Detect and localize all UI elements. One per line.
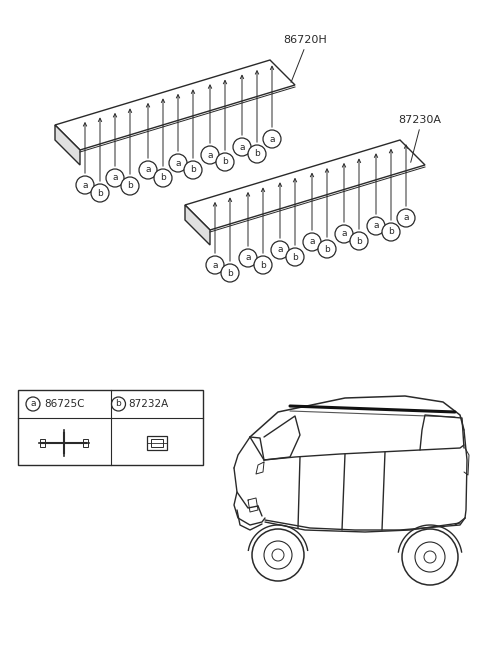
Text: a: a (175, 159, 181, 168)
Circle shape (139, 161, 157, 179)
Text: b: b (292, 252, 298, 261)
Circle shape (91, 184, 109, 202)
Text: 86725C: 86725C (44, 399, 84, 409)
Text: a: a (239, 143, 245, 151)
Bar (146, 436, 167, 450)
Circle shape (154, 169, 172, 187)
Text: b: b (97, 189, 103, 198)
Circle shape (248, 145, 266, 163)
Circle shape (76, 176, 94, 194)
Text: b: b (227, 269, 233, 278)
Text: 87230A: 87230A (398, 115, 442, 125)
Polygon shape (185, 205, 210, 245)
Circle shape (252, 529, 304, 581)
Circle shape (271, 241, 289, 259)
Text: b: b (324, 244, 330, 253)
Text: a: a (207, 151, 213, 160)
Text: b: b (260, 261, 266, 269)
Text: b: b (190, 166, 196, 174)
Circle shape (286, 248, 304, 266)
Text: a: a (403, 214, 409, 223)
Bar (151, 439, 163, 447)
Text: 87232A: 87232A (129, 399, 169, 409)
Circle shape (221, 264, 239, 282)
Circle shape (318, 240, 336, 258)
Text: a: a (309, 238, 315, 246)
Text: b: b (254, 149, 260, 159)
Bar (18, 390, 203, 465)
Circle shape (111, 397, 125, 411)
Text: b: b (356, 236, 362, 246)
Text: a: a (212, 261, 218, 269)
Circle shape (106, 169, 124, 187)
Circle shape (184, 161, 202, 179)
Circle shape (201, 146, 219, 164)
Text: b: b (116, 400, 121, 409)
Text: b: b (160, 174, 166, 183)
Text: a: a (112, 174, 118, 183)
Circle shape (169, 154, 187, 172)
Text: a: a (30, 400, 36, 409)
Text: a: a (277, 246, 283, 255)
Circle shape (335, 225, 353, 243)
Circle shape (303, 233, 321, 251)
Circle shape (367, 217, 385, 235)
Text: a: a (373, 221, 379, 231)
Circle shape (263, 130, 281, 148)
Circle shape (382, 223, 400, 241)
Circle shape (239, 249, 257, 267)
Text: b: b (388, 227, 394, 236)
Text: b: b (127, 181, 133, 191)
Bar (83, 439, 88, 447)
Circle shape (233, 138, 251, 156)
Text: b: b (222, 157, 228, 166)
Polygon shape (55, 125, 80, 165)
Circle shape (216, 153, 234, 171)
Text: a: a (245, 253, 251, 263)
Circle shape (121, 177, 139, 195)
Text: a: a (269, 134, 275, 143)
Bar (40, 439, 45, 447)
Text: 86720H: 86720H (283, 35, 327, 45)
Circle shape (350, 232, 368, 250)
Text: a: a (82, 181, 88, 189)
Text: a: a (341, 229, 347, 238)
Polygon shape (55, 60, 295, 150)
Circle shape (254, 256, 272, 274)
Circle shape (26, 397, 40, 411)
Circle shape (206, 256, 224, 274)
Polygon shape (185, 140, 425, 230)
Circle shape (402, 529, 458, 585)
Text: a: a (145, 166, 151, 174)
Circle shape (397, 209, 415, 227)
